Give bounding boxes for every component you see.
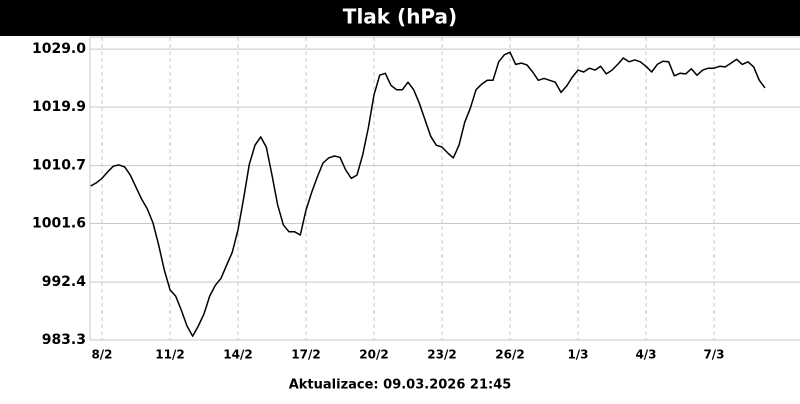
footer: Aktualizace: 09.03.2026 21:45 [289, 378, 512, 393]
x-tick-label: 4/3 [635, 348, 656, 362]
y-tick-label: 983.3 [42, 332, 86, 348]
title-bar [0, 0, 800, 36]
x-tick-label: 14/2 [223, 348, 252, 362]
y-tick-label: 1010.7 [32, 158, 86, 174]
x-tick-label: 23/2 [427, 348, 456, 362]
pressure-line [90, 51, 766, 337]
y-tick-label: 992.4 [42, 274, 87, 290]
x-tick-label: 7/3 [703, 348, 724, 362]
chart-title: Tlak (hPa) [343, 5, 457, 29]
x-tick-label: 20/2 [359, 348, 388, 362]
y-tick-label: 1001.6 [32, 216, 86, 232]
x-tick-label: 11/2 [155, 348, 184, 362]
x-tick-label: 26/2 [495, 348, 524, 362]
y-tick-label: 1019.9 [32, 99, 86, 115]
x-tick-label: 17/2 [291, 348, 320, 362]
x-tick-label: 1/3 [567, 348, 588, 362]
y-tick-label: 1029.0 [32, 41, 86, 57]
x-tick-label: 8/2 [91, 348, 112, 362]
